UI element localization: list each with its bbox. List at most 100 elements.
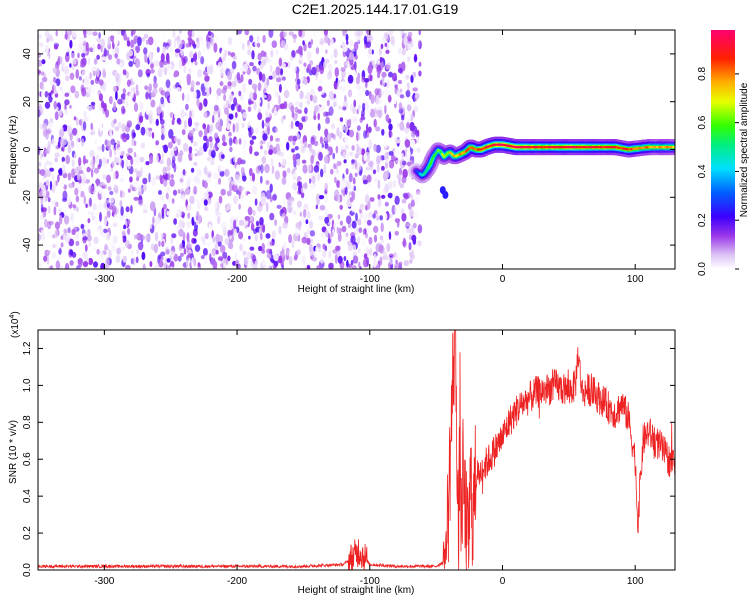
colorbar-tick-label: 0.6 bbox=[697, 115, 708, 129]
noise-blob bbox=[260, 164, 264, 174]
noise-blob bbox=[409, 84, 415, 94]
noise-blob bbox=[83, 34, 87, 39]
noise-blob bbox=[237, 157, 243, 165]
noise-blob bbox=[407, 115, 412, 120]
noise-blob bbox=[101, 193, 106, 200]
noise-blob bbox=[303, 209, 307, 218]
noise-blob bbox=[384, 183, 390, 193]
noise-blob bbox=[221, 154, 225, 159]
noise-blob bbox=[367, 64, 373, 75]
noise-blob bbox=[238, 203, 241, 210]
noise-blob bbox=[58, 208, 62, 214]
noise-blob bbox=[232, 55, 237, 60]
noise-blob bbox=[257, 52, 262, 61]
noise-blob bbox=[395, 139, 401, 144]
noise-blob bbox=[323, 136, 328, 142]
noise-blob bbox=[179, 150, 183, 156]
noise-blob bbox=[153, 243, 159, 254]
noise-blob bbox=[405, 132, 410, 138]
noise-blob bbox=[237, 117, 241, 126]
noise-blob bbox=[233, 155, 236, 163]
noise-blob bbox=[240, 95, 244, 101]
noise-blob bbox=[77, 47, 81, 53]
noise-blob bbox=[130, 157, 134, 166]
noise-blob bbox=[275, 143, 280, 151]
noise-blob bbox=[337, 232, 342, 242]
noise-blob bbox=[214, 113, 219, 122]
noise-blob bbox=[291, 111, 295, 118]
noise-blob bbox=[399, 88, 403, 93]
noise-blob bbox=[113, 184, 119, 192]
noise-blob bbox=[81, 53, 86, 58]
noise-blob bbox=[282, 242, 288, 250]
noise-blob bbox=[333, 80, 339, 90]
noise-blob bbox=[304, 115, 308, 122]
noise-blob bbox=[305, 219, 309, 225]
noise-blob bbox=[206, 64, 211, 74]
noise-blob bbox=[160, 133, 165, 141]
noise-blob bbox=[217, 216, 221, 225]
noise-blob bbox=[327, 132, 332, 143]
noise-blob bbox=[394, 262, 400, 269]
noise-blob bbox=[209, 253, 212, 262]
noise-blob bbox=[249, 35, 254, 43]
noise-blob bbox=[173, 111, 178, 120]
noise-blob bbox=[172, 30, 176, 38]
noise-blob bbox=[319, 44, 323, 51]
noise-blob bbox=[313, 114, 317, 121]
noise-blob bbox=[352, 116, 357, 124]
noise-blob bbox=[323, 30, 328, 36]
noise-blob bbox=[344, 124, 349, 134]
noise-blob bbox=[351, 159, 356, 164]
noise-blob bbox=[182, 92, 185, 101]
noise-blob bbox=[290, 120, 294, 129]
colorbar-axes: 0.0 0.2 0.4 0.6 0.8 bbox=[697, 67, 739, 276]
noise-blob bbox=[44, 218, 48, 228]
noise-blob bbox=[318, 195, 325, 200]
noise-blob bbox=[263, 149, 268, 156]
noise-blob bbox=[93, 209, 98, 217]
noise-blob bbox=[134, 168, 138, 173]
noise-blob bbox=[181, 194, 186, 201]
noise-blob bbox=[84, 116, 89, 122]
noise-blob bbox=[200, 56, 205, 65]
noise-blob bbox=[63, 184, 68, 190]
noise-blob bbox=[412, 222, 417, 229]
noise-blob bbox=[40, 198, 44, 205]
noise-blob bbox=[179, 30, 182, 35]
noise-blob bbox=[341, 125, 345, 131]
noise-blob bbox=[103, 218, 108, 226]
noise-blob bbox=[140, 126, 146, 136]
noise-blob bbox=[347, 74, 354, 84]
noise-blob bbox=[321, 142, 324, 149]
noise-blob bbox=[59, 126, 64, 131]
noise-blob bbox=[368, 160, 374, 167]
noise-blob bbox=[208, 136, 213, 143]
noise-blob bbox=[281, 264, 284, 269]
noise-blob bbox=[108, 249, 112, 259]
noise-blob bbox=[319, 136, 323, 144]
noise-blob bbox=[122, 69, 127, 76]
noise-blob bbox=[247, 49, 251, 56]
noise-blob bbox=[142, 177, 148, 185]
noise-blob bbox=[247, 44, 251, 52]
noise-blob bbox=[356, 125, 361, 131]
noise-blob bbox=[377, 108, 383, 118]
noise-blob bbox=[403, 193, 409, 200]
noise-blob bbox=[137, 69, 143, 78]
noise-blob bbox=[205, 138, 209, 149]
noise-blob bbox=[102, 174, 108, 180]
noise-blob bbox=[43, 197, 46, 203]
noise-blob bbox=[120, 93, 127, 100]
x-tick-label: 100 bbox=[627, 274, 644, 285]
noise-blob bbox=[161, 89, 166, 96]
noise-blob bbox=[65, 30, 68, 41]
noise-blob bbox=[134, 140, 137, 146]
noise-blob bbox=[262, 94, 267, 99]
noise-blob bbox=[350, 235, 356, 244]
noise-blob bbox=[376, 263, 380, 269]
noise-blob bbox=[291, 50, 296, 58]
noise-blob bbox=[416, 147, 421, 153]
noise-blob bbox=[92, 104, 95, 110]
noise-blob bbox=[341, 75, 345, 82]
